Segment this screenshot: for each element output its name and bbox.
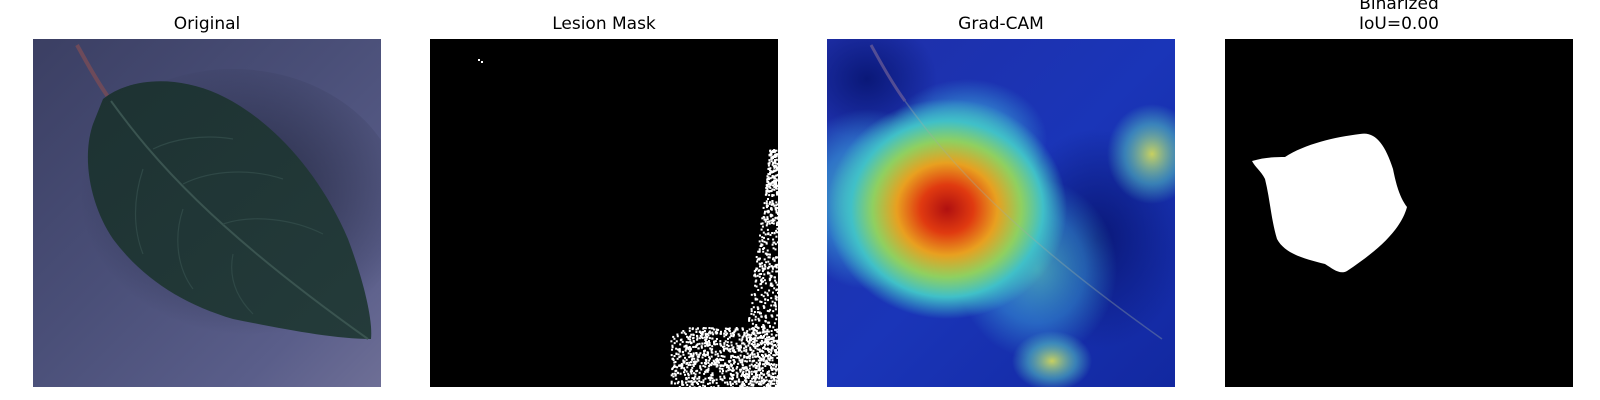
binarized-mask-image (1225, 39, 1573, 387)
panel-original: Original (33, 0, 381, 390)
panel-lesion-mask: Lesion Mask (430, 0, 778, 390)
panel-title-binarized-line2: IoU=0.00 (1359, 14, 1439, 34)
panel-title-binarized: Binarized IoU=0.00 (1225, 0, 1573, 34)
original-leaf-image (33, 39, 381, 387)
panel-title-original: Original (173, 14, 241, 34)
grad-cam-heatmap-image (827, 39, 1175, 387)
lesion-mask-image (430, 39, 778, 387)
panel-binarized: Binarized IoU=0.00 (1225, 0, 1573, 390)
panel-title-grad-cam: Grad-CAM (958, 14, 1044, 34)
lesion-speckles (478, 59, 778, 387)
panel-title-lesion-mask: Lesion Mask (552, 14, 656, 34)
panel-title-binarized-line1: Binarized (1359, 0, 1439, 14)
panel-grad-cam: Grad-CAM (827, 0, 1175, 390)
